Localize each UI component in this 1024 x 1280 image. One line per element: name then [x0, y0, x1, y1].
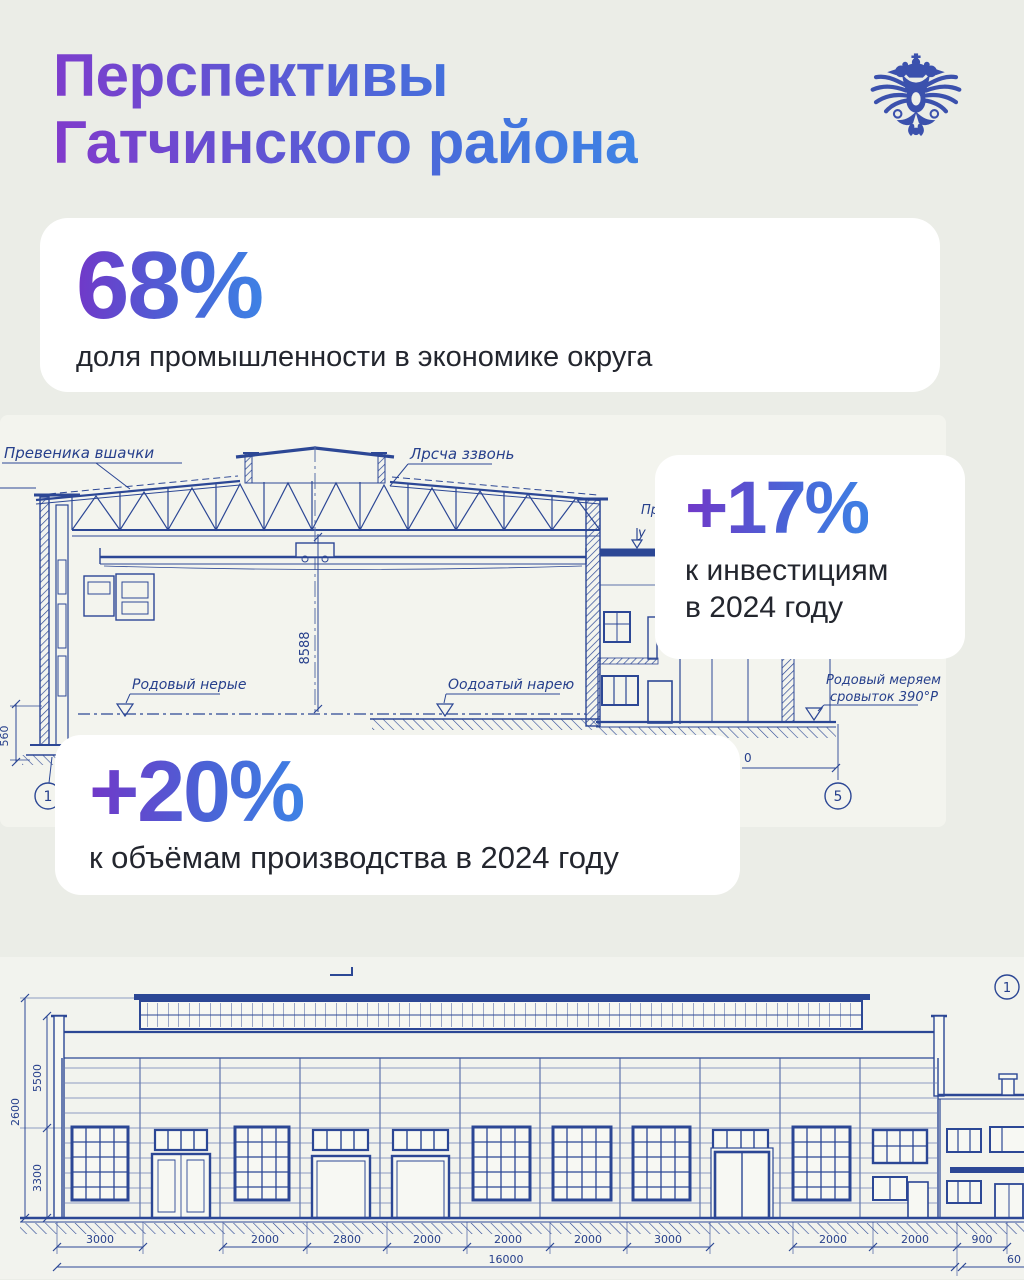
axis-bubble-right: 5 — [834, 789, 843, 805]
dim-height-label: 8588 — [298, 631, 313, 664]
chain-dim-2: 2800 — [333, 1233, 361, 1246]
chain-dim-7: 2000 — [819, 1233, 847, 1246]
vert-dim-lower: 3300 — [31, 1164, 44, 1192]
facade-windows — [70, 1125, 929, 1220]
floor-line — [78, 713, 600, 730]
stat-card-investment: +17% к инвестициям в 2024 году — [655, 455, 965, 659]
chain-dim-3: 2000 — [413, 1233, 441, 1246]
axis-bubble-left: 1 — [44, 789, 53, 805]
label-fragment-2: у — [637, 526, 646, 541]
vert-dim-overall: 2600 — [9, 1098, 22, 1126]
dim-base-label: 560 — [0, 726, 11, 747]
label-fragment-1: Пр — [641, 503, 659, 518]
elevation-blueprint: 3000 2000 2800 2000 2000 2000 3000 2000 … — [0, 957, 1024, 1279]
chain-dim-1: 2000 — [251, 1233, 279, 1246]
industry-share-label: доля промышленности в экономике округа — [76, 341, 653, 373]
axis-bubble-elevation-label: 1 — [1003, 981, 1011, 996]
dimension-labels: 3000 2000 2800 2000 2000 2000 3000 2000 … — [9, 1064, 1021, 1266]
investment-label-line2: в 2024 году — [685, 590, 844, 624]
page-title: Перспективы Гатчинского района — [53, 42, 638, 176]
label-level-right-2: сровыток 390°Р — [830, 690, 938, 705]
total-dim: 16000 — [489, 1253, 524, 1266]
label-level-right-1: Родовый меряем — [826, 673, 941, 688]
chain-dim-0: 3000 — [86, 1233, 114, 1246]
clerestory — [134, 994, 870, 1030]
level-markers — [115, 528, 824, 722]
industry-share-value: 68% — [76, 232, 264, 339]
handwritten-labels: Превеника вшачки Лрсча ззвонь Родовый не… — [2, 444, 941, 712]
double-headed-eagle-emblem — [866, 50, 966, 146]
page-title-line2: Гатчинского района — [53, 109, 638, 177]
stat-card-industry: 68% доля промышленности в экономике окру… — [40, 218, 940, 392]
production-value: +20% — [89, 744, 305, 840]
vert-dim-upper: 5500 — [31, 1064, 44, 1092]
axis-bubble-elevation — [994, 974, 1020, 1000]
dimensions — [10, 532, 852, 810]
left-column — [22, 493, 155, 765]
label-floor-left: Родовый нерые — [132, 677, 246, 693]
chain-dim-8: 2000 — [901, 1233, 929, 1246]
chain-dim-5: 2000 — [574, 1233, 602, 1246]
label-roof-right: Лрсча ззвонь — [409, 445, 515, 463]
production-label: к объёмам производства в 2024 году — [89, 840, 619, 875]
chain-dim-6: 3000 — [654, 1233, 682, 1246]
label-roof-left: Превеника вшачки — [4, 444, 154, 462]
section-mark — [330, 967, 353, 976]
chain-dim-9: 900 — [972, 1233, 993, 1246]
investment-label: к инвестициям в 2024 году — [685, 553, 935, 626]
right-annex-elevation — [938, 1073, 1024, 1219]
investment-label-line1: к инвестициям — [685, 554, 889, 587]
stat-card-production: +20% к объёмам производства в 2024 году — [55, 735, 740, 895]
ground-line — [20, 1216, 1024, 1234]
chain-dim-4: 2000 — [494, 1233, 522, 1246]
dimension-chain — [20, 993, 1024, 1276]
dim-partial-label: 0 — [744, 751, 752, 765]
investment-value: +17% — [685, 466, 870, 549]
double-headed-eagle-icon — [870, 53, 962, 137]
label-floor-center: Оодоатый нарею — [448, 677, 574, 693]
page-title-line1: Перспективы — [53, 42, 449, 109]
total-dim-right: 60 — [1007, 1253, 1021, 1266]
